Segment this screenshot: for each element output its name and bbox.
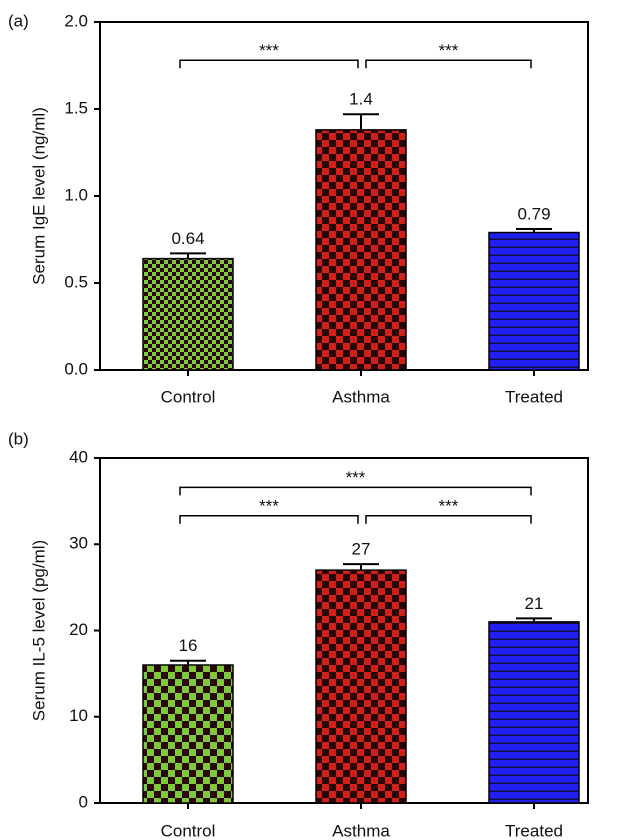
y-tick-label: 20	[69, 620, 88, 639]
bar	[488, 621, 580, 804]
y-axis-label: Serum IL-5 level (pg/ml)	[29, 540, 48, 721]
significance-bracket	[179, 486, 532, 496]
value-label: 27	[352, 540, 371, 559]
significance-bracket	[179, 515, 359, 524]
y-tick-label: 30	[69, 534, 88, 553]
x-tick-label: Control	[161, 387, 216, 406]
panel-label: (b)	[8, 429, 29, 448]
bar	[142, 664, 234, 804]
value-label: 0.79	[517, 205, 550, 224]
y-tick-label: 1.0	[64, 185, 88, 204]
bar	[315, 569, 407, 804]
significance-label: ***	[439, 496, 459, 515]
significance-label: ***	[346, 468, 366, 487]
y-tick-label: 10	[69, 706, 88, 725]
bar	[315, 129, 407, 371]
significance-bracket	[365, 515, 532, 524]
value-label: 1.4	[349, 90, 373, 109]
value-label: 0.64	[171, 229, 204, 248]
bar	[488, 231, 580, 371]
x-tick-label: Control	[161, 821, 216, 840]
x-tick-label: Treated	[505, 821, 563, 840]
y-tick-label: 0	[79, 792, 88, 811]
value-label: 21	[525, 594, 544, 613]
significance-bracket	[179, 59, 359, 69]
y-tick-label: 0.5	[64, 272, 88, 291]
y-tick-label: 40	[69, 447, 88, 466]
x-tick-label: Treated	[505, 387, 563, 406]
x-tick-label: Asthma	[332, 821, 390, 840]
significance-label: ***	[259, 496, 279, 515]
y-tick-label: 2.0	[64, 11, 88, 30]
y-tick-label: 1.5	[64, 98, 88, 117]
panel-label: (a)	[8, 11, 29, 30]
significance-bracket	[365, 59, 532, 69]
x-tick-label: Asthma	[332, 387, 390, 406]
bar	[142, 257, 234, 371]
y-axis-label: Serum IgE level (ng/ml)	[29, 107, 48, 285]
value-label: 16	[179, 636, 198, 655]
y-tick-label: 0.0	[64, 359, 88, 378]
significance-label: ***	[439, 41, 459, 60]
significance-label: ***	[259, 41, 279, 60]
